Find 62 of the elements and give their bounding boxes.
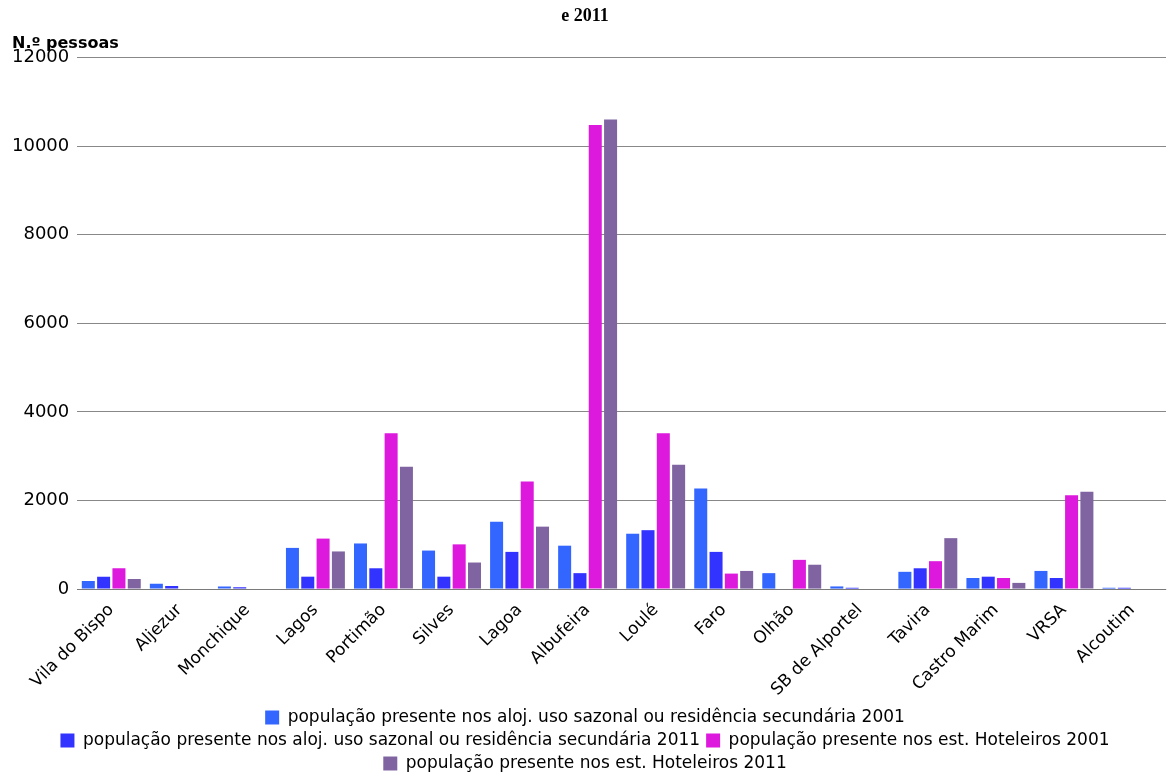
bar [285, 547, 299, 589]
bar [520, 481, 534, 589]
bar [437, 576, 451, 589]
bar [966, 578, 980, 589]
bar [127, 578, 141, 589]
y-tick-label: 8000 [23, 222, 70, 244]
bar [792, 559, 806, 589]
legend-label: população presente nos aloj. uso sazonal ou residência secundária 2011 [82, 728, 701, 749]
bar [467, 562, 481, 589]
bar [1034, 570, 1048, 589]
y-tick-label: 6000 [23, 311, 70, 333]
bar [672, 464, 686, 589]
bar [762, 573, 776, 589]
bar [641, 530, 655, 589]
bar [724, 573, 738, 589]
bar [588, 124, 602, 589]
bar [384, 433, 398, 589]
bar [369, 568, 383, 589]
bar [301, 576, 315, 589]
y-tick-label: 10000 [12, 133, 70, 155]
bar [656, 433, 670, 589]
legend-label: população presente nos est. Hoteleiros 2001 [728, 728, 1110, 749]
bar [558, 545, 572, 589]
bar [490, 521, 504, 589]
bar [604, 119, 618, 589]
y-tick-label: 2000 [23, 488, 70, 510]
bar [808, 564, 822, 589]
bar [331, 551, 345, 589]
bar [740, 570, 754, 589]
bar [536, 526, 550, 589]
legend-label: população presente nos aloj. uso sazonal ou residência secundária 2001 [287, 705, 905, 726]
bar [316, 538, 330, 589]
bar [694, 488, 708, 589]
bar [81, 581, 95, 589]
bar [1012, 582, 1026, 589]
bar [1065, 495, 1079, 589]
bar [1049, 578, 1063, 589]
bar [452, 544, 466, 589]
y-tick-label: 4000 [23, 399, 70, 421]
bar [112, 568, 126, 589]
bar [981, 576, 995, 589]
bar [505, 551, 519, 589]
bar [1080, 491, 1094, 589]
bar [573, 573, 587, 589]
bar [422, 550, 436, 589]
bar [997, 578, 1011, 589]
bar [217, 586, 231, 589]
bar [898, 571, 912, 589]
bar [626, 533, 640, 589]
bar [830, 586, 844, 589]
bar [944, 538, 958, 589]
y-tick-label: 0 [57, 576, 70, 598]
bar [165, 585, 179, 589]
bar [913, 568, 927, 589]
bar [97, 576, 111, 589]
bar [928, 561, 942, 589]
bar [354, 543, 368, 589]
bar [149, 583, 163, 589]
chart-title: e 2011 [561, 5, 609, 26]
bar [399, 466, 413, 589]
bar [709, 551, 723, 589]
legend-label: população presente nos est. Hoteleiros 2011 [405, 751, 787, 772]
